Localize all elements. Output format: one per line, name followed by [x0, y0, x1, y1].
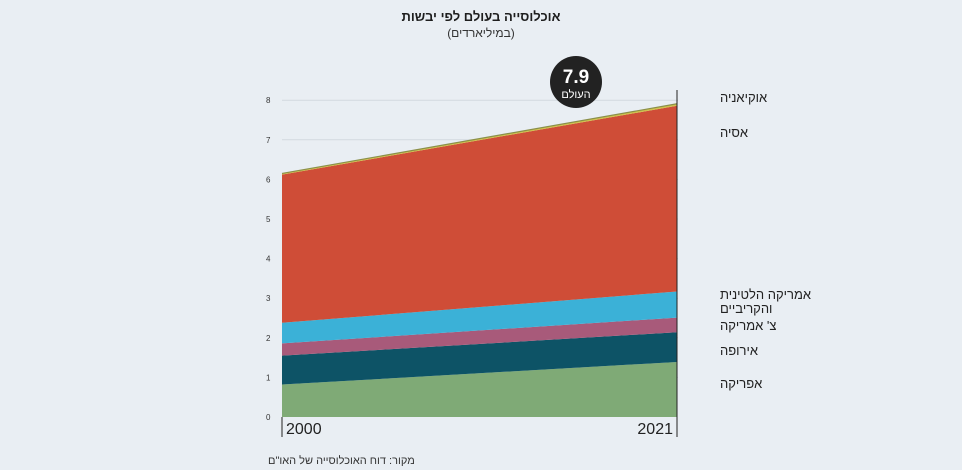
total-line — [281, 103, 678, 175]
y-tick-label: 2 — [266, 334, 271, 343]
y-tick-label: 1 — [266, 373, 271, 382]
series-label: והקריביים — [720, 301, 772, 316]
area-3 — [282, 317, 677, 356]
series-label: אוקיאניה — [720, 90, 767, 105]
y-tick-label: 3 — [266, 294, 271, 303]
series-label: אמריקה הלטינית — [720, 287, 811, 302]
series-label: אירופה — [720, 343, 758, 358]
chart-title: אוכלוסייה בעולם לפי יבשות — [401, 9, 561, 24]
y-tick-label: 5 — [266, 215, 271, 224]
chart-subtitle: (במיליארדים) — [447, 26, 515, 40]
series-label: אסיה — [720, 125, 748, 140]
x-tick-label: 2000 — [286, 421, 322, 438]
source-note: מקור: דוח האוכלוסייה של האו"ם — [268, 455, 415, 467]
y-tick-label: 6 — [266, 175, 271, 184]
total-badge-value: 7.9 — [563, 67, 589, 88]
area-5 — [282, 105, 677, 323]
y-tick-label: 4 — [266, 255, 271, 264]
area-1 — [282, 361, 677, 417]
total-badge-label: העולם — [561, 88, 590, 101]
y-tick-label: 0 — [266, 413, 271, 422]
series-label: צ' אמריקה — [720, 318, 777, 333]
x-tick-label: 2021 — [637, 421, 673, 438]
area-4 — [282, 291, 677, 344]
series-label: אפריקה — [720, 376, 762, 391]
total-badge — [550, 56, 602, 108]
y-tick-label: 7 — [266, 136, 271, 145]
area-2 — [282, 332, 677, 385]
y-tick-label: 8 — [266, 96, 271, 105]
